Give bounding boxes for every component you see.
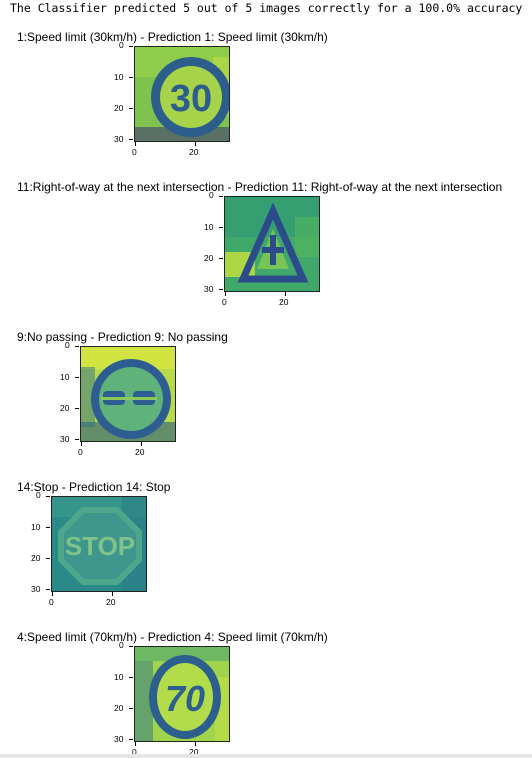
sign-image-no-passing xyxy=(80,346,176,442)
xtick-20: 20 xyxy=(106,597,116,607)
sign-image-speed-30: 30 xyxy=(134,46,230,142)
ytick-0: 0 xyxy=(209,190,214,200)
xtick-20: 20 xyxy=(279,297,289,307)
svg-text:70: 70 xyxy=(165,678,205,719)
xtick-20: 20 xyxy=(189,747,199,757)
sign-image-speed-70: 70 xyxy=(134,646,230,742)
ytick-20: 20 xyxy=(60,403,70,413)
xtick-0: 0 xyxy=(132,147,137,157)
ytick-30: 30 xyxy=(114,734,124,744)
ytick-20: 20 xyxy=(204,253,214,263)
ytick-30: 30 xyxy=(31,584,41,594)
plot-title-2: 11:Right-of-way at the next intersection… xyxy=(17,180,503,194)
ytick-20: 20 xyxy=(31,553,41,563)
ytick-20: 20 xyxy=(114,103,124,113)
xtick-0: 0 xyxy=(78,447,83,457)
xtick-20: 20 xyxy=(189,147,199,157)
plot-title-4: 14:Stop - Prediction 14: Stop xyxy=(17,480,171,494)
ytick-0: 0 xyxy=(119,640,124,650)
sign-image-right-of-way xyxy=(224,196,320,292)
ytick-10: 10 xyxy=(114,72,124,82)
ytick-0: 0 xyxy=(36,490,41,500)
xtick-20: 20 xyxy=(135,447,145,457)
ytick-0: 0 xyxy=(65,340,70,350)
svg-text:30: 30 xyxy=(170,78,212,120)
svg-text:STOP: STOP xyxy=(65,531,135,561)
ytick-30: 30 xyxy=(114,134,124,144)
ytick-10: 10 xyxy=(31,522,41,532)
plot-title-3: 9:No passing - Prediction 9: No passing xyxy=(17,330,228,344)
plot-title-1: 1:Speed limit (30km/h) - Prediction 1: S… xyxy=(17,30,328,44)
accuracy-summary-text: The Classifier predicted 5 out of 5 imag… xyxy=(10,1,523,15)
xtick-0: 0 xyxy=(132,747,137,757)
ytick-0: 0 xyxy=(119,40,124,50)
ytick-10: 10 xyxy=(204,222,214,232)
sign-image-stop: STOP xyxy=(51,496,147,592)
ytick-30: 30 xyxy=(60,434,70,444)
xtick-0: 0 xyxy=(222,297,227,307)
ytick-10: 10 xyxy=(114,672,124,682)
ytick-30: 30 xyxy=(204,284,214,294)
ytick-10: 10 xyxy=(60,372,70,382)
plot-title-5: 4:Speed limit (70km/h) - Prediction 4: S… xyxy=(17,630,328,644)
output-scroll-edge xyxy=(0,754,532,758)
xtick-0: 0 xyxy=(49,597,54,607)
ytick-20: 20 xyxy=(114,703,124,713)
